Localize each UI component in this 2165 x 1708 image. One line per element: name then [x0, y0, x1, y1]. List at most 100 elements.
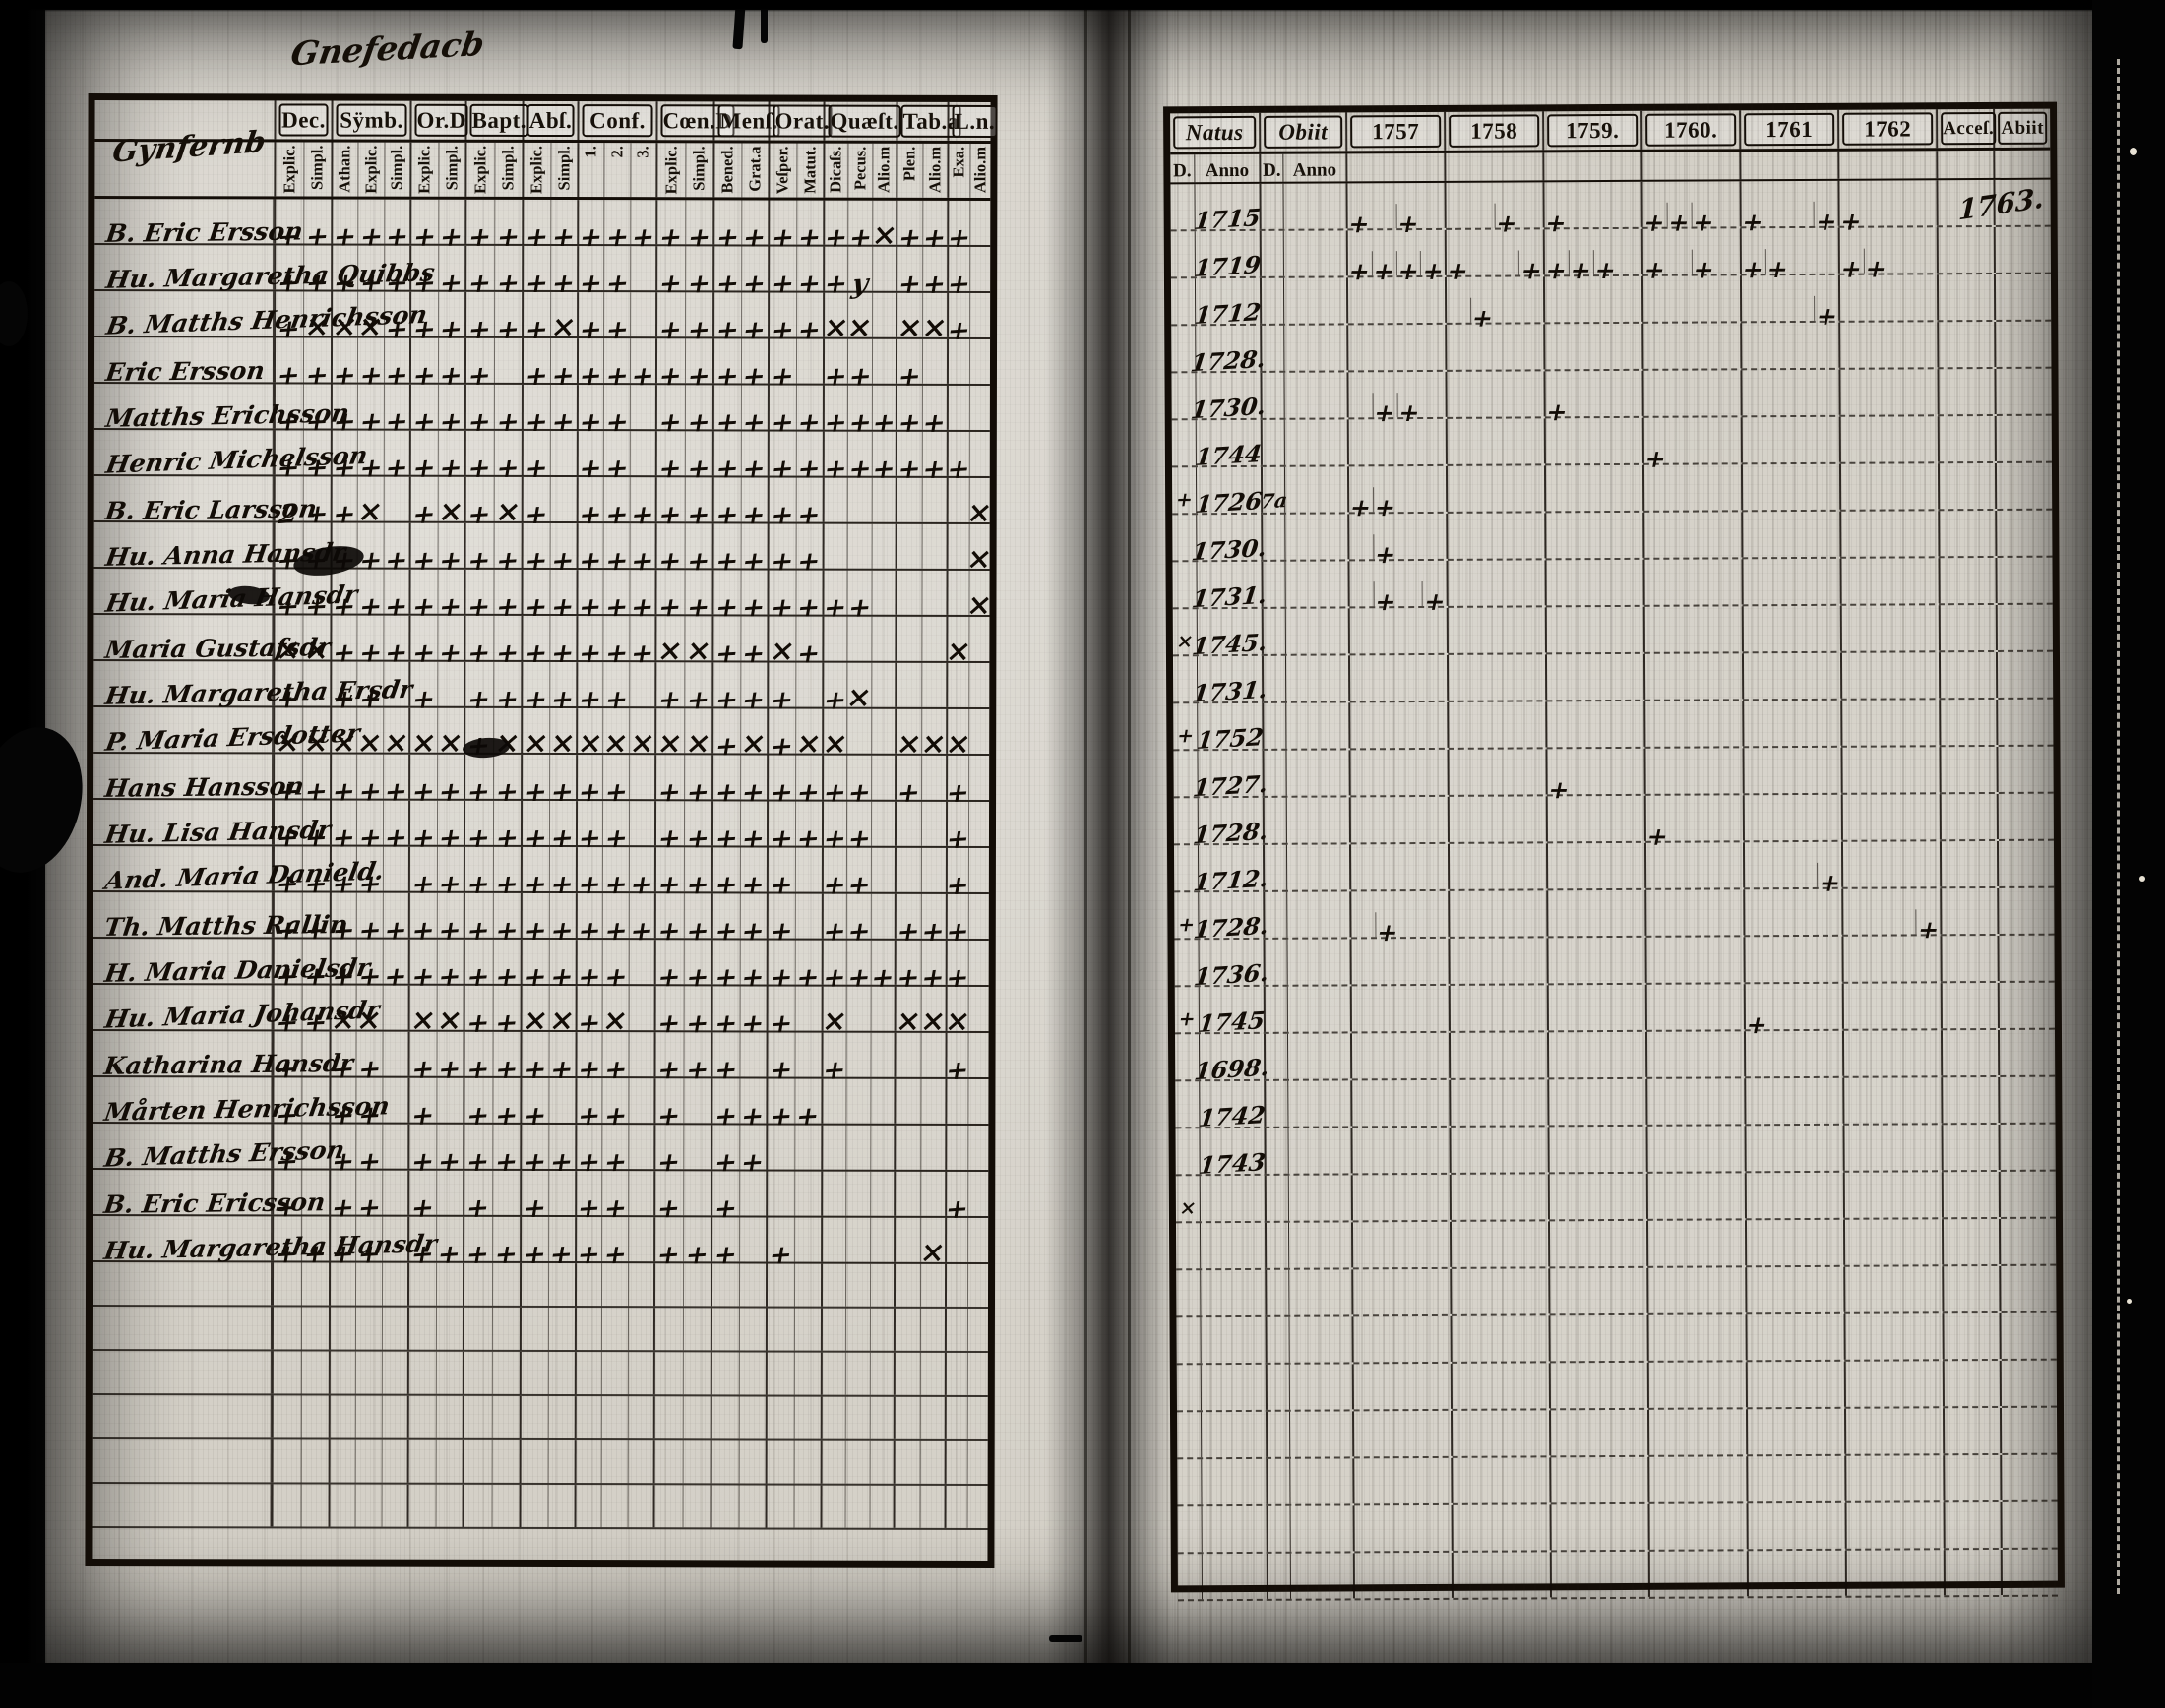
marks-cell: + — [943, 1171, 989, 1226]
obiit-anno-cell — [1286, 939, 1350, 985]
mark-subcell: + — [682, 1217, 711, 1271]
attendance-mark: + — [601, 1239, 630, 1271]
mark-subcell — [738, 1263, 767, 1307]
table-row: 1731. + + — [1172, 557, 2053, 616]
mark-subcell — [712, 1352, 739, 1394]
table-row: Katharina Hansdr + + + + + + + + + + + + + + + + + — [93, 1031, 989, 1087]
year-marks-cell — [1451, 1552, 1550, 1598]
column-subheader: Athan. Explic. Simpl. — [331, 142, 410, 197]
subcolumn-label: Veſper. — [773, 146, 792, 195]
mark-subcell — [522, 1352, 548, 1394]
year-marks-cell — [1544, 512, 1643, 559]
name-cell — [92, 1395, 272, 1438]
attendance-mark: + — [601, 1100, 630, 1132]
natus-anno-cell: 1742 — [1198, 1080, 1267, 1132]
natus-year: 1730. — [1189, 391, 1268, 425]
name-cell: B. Matths Ersson — [93, 1124, 347, 1173]
mark-subcell — [966, 1352, 988, 1395]
mark-subcell — [682, 1440, 711, 1484]
mark-subcell: + — [629, 338, 656, 393]
attendance-mark: + — [712, 776, 741, 810]
mark-subcell: × — [894, 709, 923, 762]
mark-subcell — [355, 1351, 382, 1394]
marks-cell — [271, 1395, 329, 1438]
mark-subcell — [627, 1125, 654, 1170]
mark-subcell: × — [919, 708, 949, 762]
year-marks-cell: + + + — [1640, 181, 1740, 237]
year-marks-cell: + — [1841, 888, 1942, 944]
table-row: +1726 7a + + — [1171, 462, 2053, 521]
natus-year: 1726 — [1194, 486, 1265, 518]
mark-subcell: + — [549, 338, 578, 393]
year-marks-cell — [1842, 1077, 1942, 1124]
natus-anno-cell — [1201, 1411, 1267, 1458]
marks-cell — [820, 1308, 894, 1351]
table-row: 1712. + — [1173, 840, 2055, 897]
mark-subcell — [464, 1485, 492, 1527]
attendance-mark: + — [602, 638, 631, 670]
year-mark-subcell: + — [1691, 249, 1717, 284]
attendance-mark: × — [738, 726, 770, 762]
attendance-mark: × — [601, 726, 632, 762]
year-marks-cell: + — [1545, 748, 1644, 804]
mark-subcell — [464, 1352, 492, 1394]
year-mark-subcell: + — [1372, 393, 1398, 427]
mark-subcell — [967, 662, 990, 707]
year-marks-cell — [1547, 1220, 1647, 1267]
mark-subcell — [381, 1484, 407, 1527]
attendance-mark: × — [435, 725, 466, 761]
attendance-mark: + — [712, 915, 741, 948]
year-mark-subcell: + — [1544, 392, 1571, 426]
name-cell: Hu. Lisa Hansdr — [93, 800, 333, 849]
attendance-mark: + — [683, 1007, 711, 1041]
mark-subcell — [897, 571, 921, 615]
mark-subcell: + — [920, 893, 948, 948]
obiit-anno-cell — [1288, 1269, 1352, 1315]
attendance-mark: + — [769, 221, 797, 255]
natus-day-cell — [1172, 420, 1196, 465]
attendance-mark: + — [603, 314, 632, 346]
mark-subcell: + — [435, 1031, 464, 1086]
mark-subcell — [655, 1308, 683, 1350]
column-header: Bapt. — [464, 100, 529, 140]
natus-anno-cell: 1728. — [1189, 325, 1268, 377]
mark-subcell: + — [794, 755, 823, 809]
subcolumn: Exa. — [949, 144, 969, 198]
marks-cell — [271, 1439, 329, 1483]
year-mark-subcell: + — [1395, 251, 1422, 285]
year-marks-cell — [1740, 416, 1839, 463]
name-cell: B. Eric Ersson — [94, 199, 305, 248]
mark-subcell — [845, 1171, 870, 1216]
obiit-column-header: Obiit — [1259, 112, 1346, 152]
year-marks-cell — [1841, 1030, 1942, 1076]
accessit-cell — [1939, 746, 1997, 793]
subcolumn: Veſper. — [770, 143, 796, 197]
mark-subcell: × — [436, 707, 465, 761]
mark-subcell: + — [524, 200, 551, 253]
name-cell: B. Eric Larsson — [93, 476, 319, 525]
year-marks-cell — [1546, 984, 1645, 1031]
accessit-cell — [1940, 887, 1998, 935]
subcolumn: 2. — [603, 143, 631, 198]
natus-anno-cell — [1200, 1269, 1266, 1316]
attendance-mark: + — [685, 314, 713, 347]
year-marks-cell — [1746, 1550, 1845, 1597]
column-label: L.n. — [952, 104, 998, 138]
mark-subcell: + — [382, 892, 409, 946]
subcolumn: Bened. — [714, 143, 741, 197]
obiit-anno-cell — [1287, 1175, 1351, 1221]
attendance-mark: × — [869, 217, 899, 253]
mark-subcell — [896, 1079, 920, 1124]
year-marks-cell — [1839, 652, 1940, 699]
marks-cell — [895, 570, 947, 615]
table-row — [1177, 1454, 2058, 1507]
subcolumn: Explic. — [466, 143, 494, 197]
natus-anno-cell: 1719 — [1193, 230, 1263, 282]
year-marks-cell — [1741, 558, 1840, 605]
marks-cell — [519, 1484, 575, 1528]
attendance-mark: + — [845, 360, 874, 394]
attendance-mark: + — [355, 822, 384, 855]
mark-subcell — [682, 1352, 711, 1395]
year-column-header: 1760. — [1640, 110, 1740, 150]
attendance-mark: + — [768, 499, 796, 532]
